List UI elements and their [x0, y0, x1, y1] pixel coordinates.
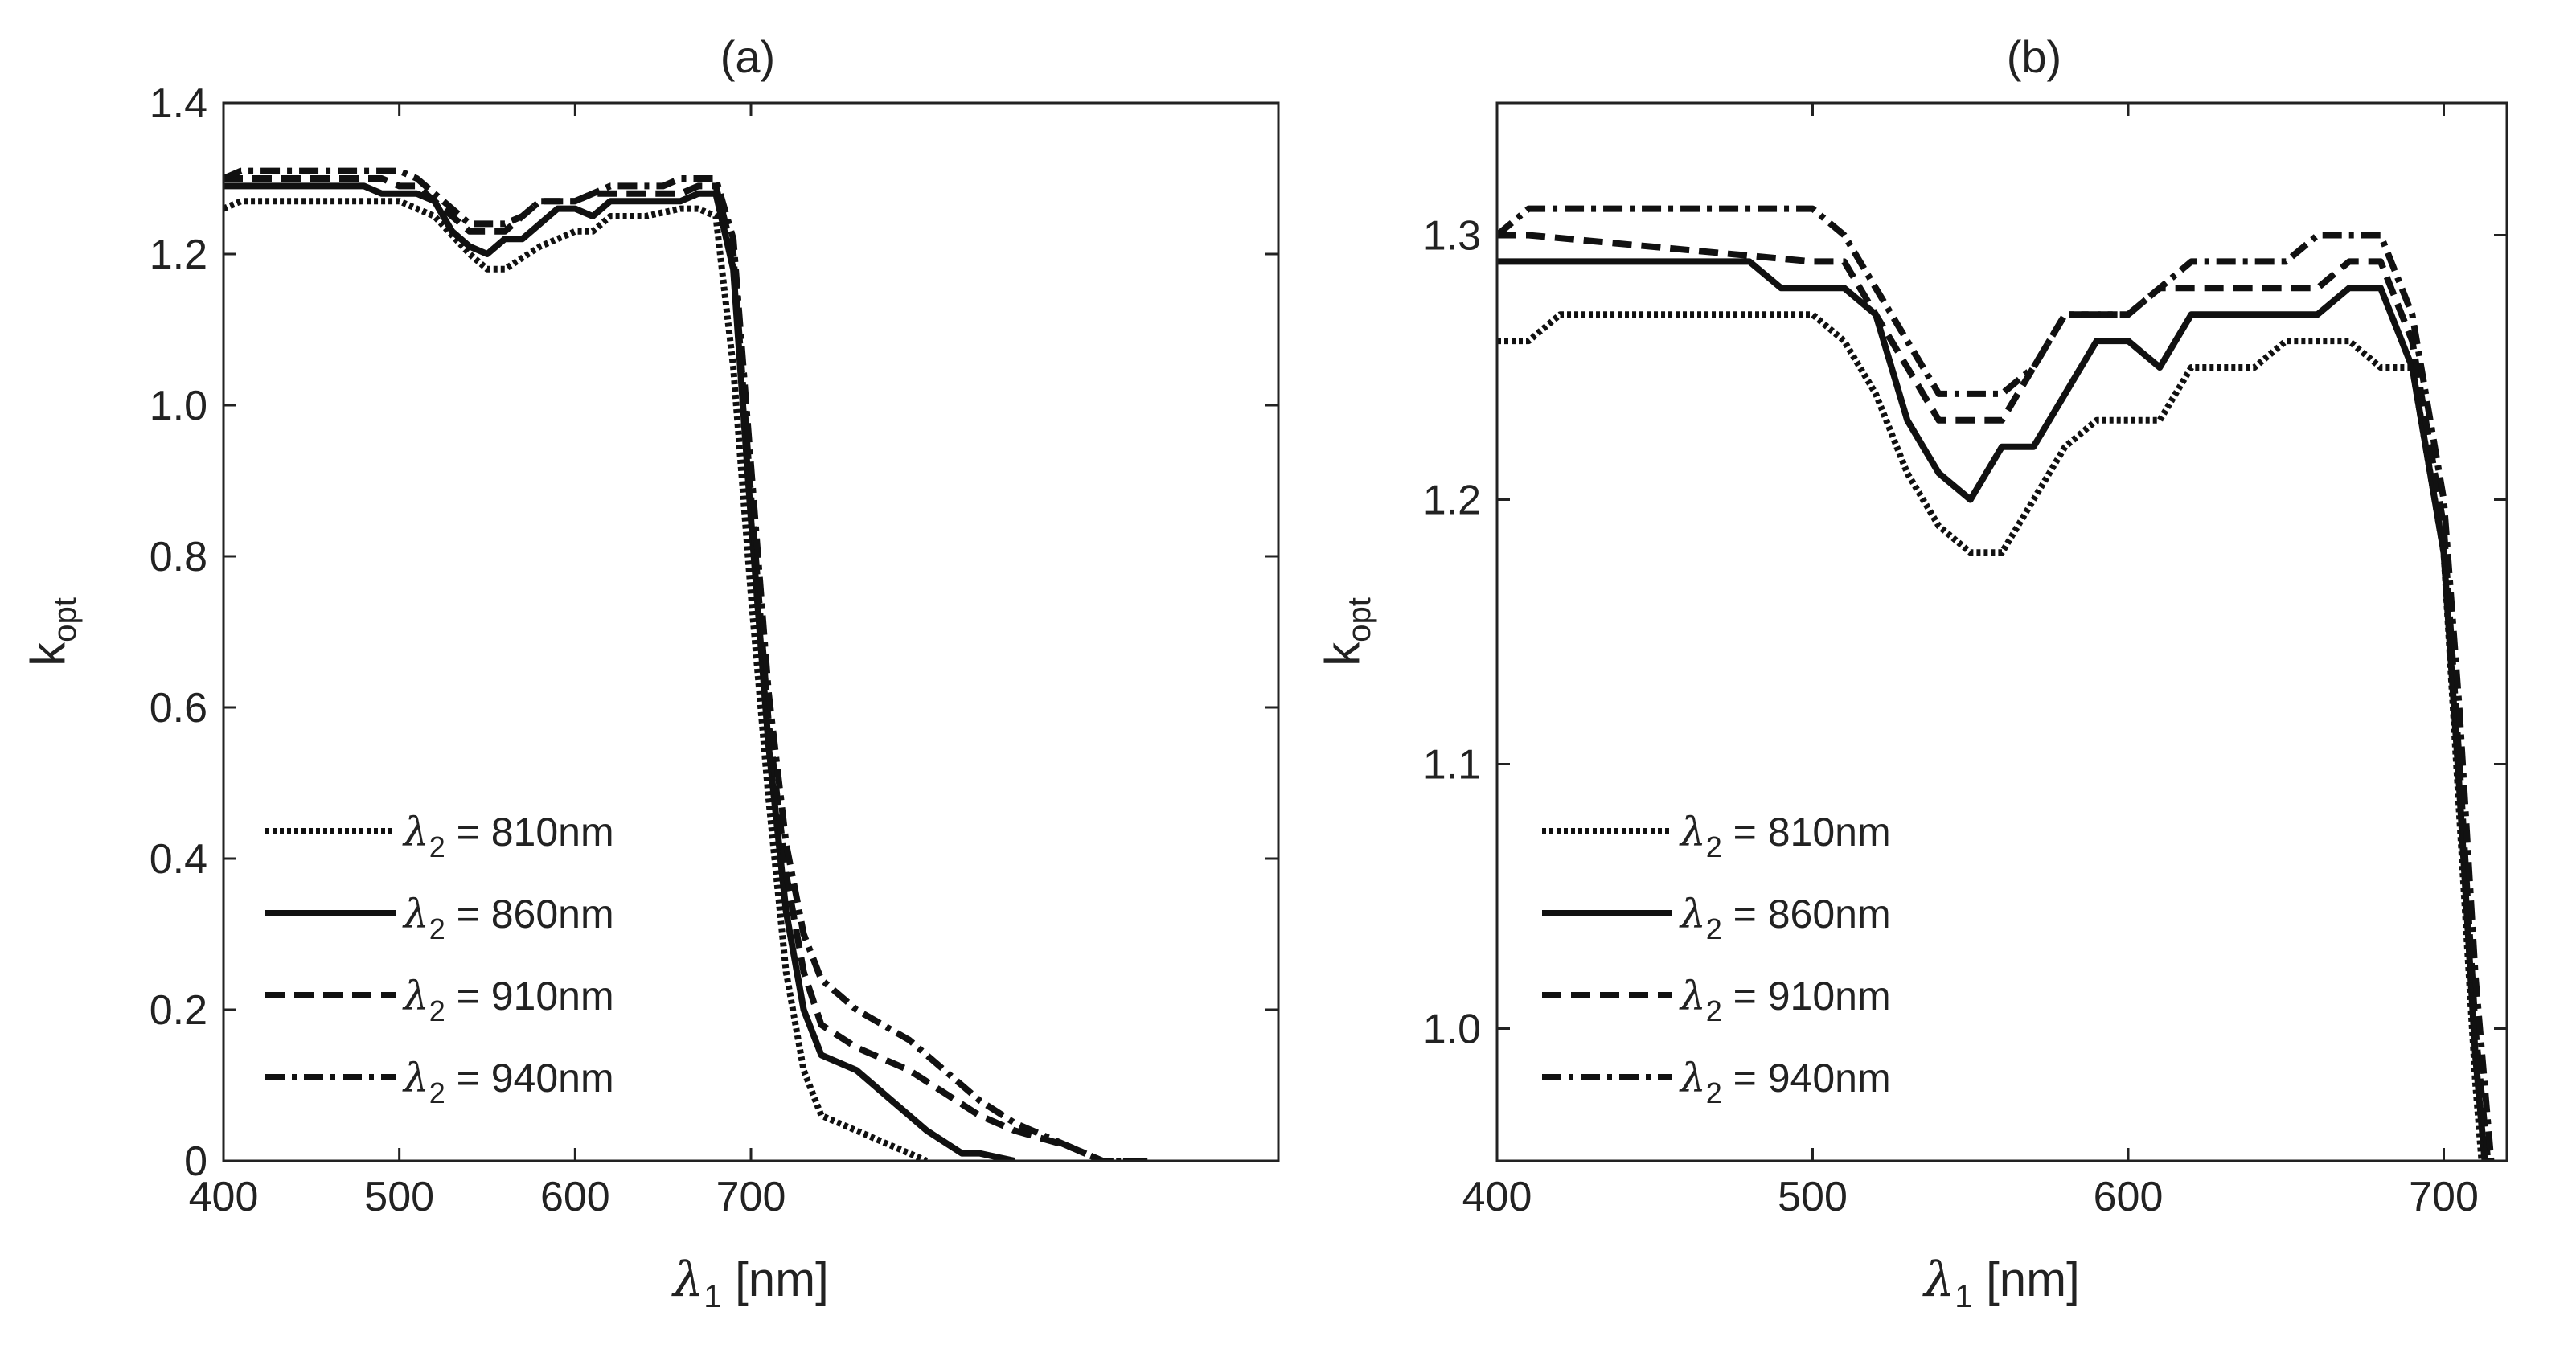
- panel-a-y-axis-label: kopt: [21, 597, 83, 666]
- legend-label: λ2 = 910nm: [402, 973, 614, 1027]
- panel-a-y-tick-label: 0.6: [150, 685, 207, 732]
- panel-a-title: (a): [720, 31, 775, 82]
- panel-b-y-tick-label: 1.2: [1423, 478, 1481, 524]
- panel-b-series-dashdot: [1497, 205, 2495, 1161]
- panel-a-series-dotted: [224, 198, 929, 1161]
- panel-a-y-tick-label: 1.0: [150, 383, 207, 429]
- panel-b-title: (b): [2007, 31, 2061, 82]
- panel-a-legend: λ2 = 810nm λ2 = 860nm λ2 = 910nm λ2 = 940nm: [265, 809, 614, 1109]
- panel-b-series-dotted: [1497, 311, 2485, 1161]
- panel-a-x-tick-label: 600: [540, 1174, 610, 1220]
- panel-a-y-tick-label: 0.2: [150, 987, 207, 1034]
- panel-a-x-axis-label: λ1 [nm]: [671, 1252, 829, 1314]
- panel-a-y-tick-label: 0.4: [150, 836, 207, 883]
- legend-label: λ2 = 860nm: [402, 891, 614, 945]
- panel-a: (a) 400 500 600 700 0 0.2 0.4 0.6 0.8 1.0 1.2 1.4 λ…: [21, 31, 1280, 1314]
- panel-a-plot-frame: [222, 101, 1280, 1162]
- legend-label: λ2 = 860nm: [1679, 891, 1891, 945]
- panel-b-x-axis-label: λ1 [nm]: [1922, 1252, 2080, 1314]
- legend-label: λ2 = 810nm: [1679, 809, 1891, 863]
- panel-a-y-tick-label: 1.2: [150, 232, 207, 278]
- panel-b-y-tick-label: 1.3: [1423, 213, 1481, 260]
- panel-b-y-tick-label: 1.1: [1423, 742, 1481, 789]
- panel-b-series-solid: [1497, 258, 2488, 1161]
- panel-b-legend: λ2 = 810nm λ2 = 860nm λ2 = 910nm λ2 = 940nm: [1542, 809, 1891, 1109]
- legend-label: λ2 = 940nm: [402, 1055, 614, 1109]
- panel-a-series-dashed: [224, 175, 1138, 1161]
- panel-a-x-tick-label: 500: [364, 1174, 434, 1220]
- legend-label: λ2 = 940nm: [1679, 1055, 1891, 1109]
- panel-b-y-tick-label: 1.0: [1423, 1006, 1481, 1053]
- legend-label: λ2 = 910nm: [1679, 973, 1891, 1027]
- panel-a-series-dashdot: [224, 167, 1155, 1161]
- panel-b-plot-frame: [1495, 101, 2508, 1162]
- panel-b-x-tick-label: 500: [1778, 1174, 1848, 1220]
- panel-b-y-axis-label: kopt: [1315, 597, 1377, 666]
- panel-b-x-tick-label: 400: [1462, 1174, 1532, 1220]
- panel-a-y-tick-label: 1.4: [150, 80, 207, 127]
- panel-a-y-tick-label: 0: [184, 1138, 207, 1185]
- legend-label: λ2 = 810nm: [402, 809, 614, 863]
- panel-a-y-tick-label: 0.8: [150, 534, 207, 580]
- panel-a-x-tick-label: 700: [716, 1174, 786, 1220]
- panel-a-x-tick-label: 400: [189, 1174, 259, 1220]
- panel-a-series-solid: [224, 182, 1015, 1161]
- panel-b-x-tick-label: 600: [2094, 1174, 2164, 1220]
- panel-b-x-tick-label: 700: [2409, 1174, 2479, 1220]
